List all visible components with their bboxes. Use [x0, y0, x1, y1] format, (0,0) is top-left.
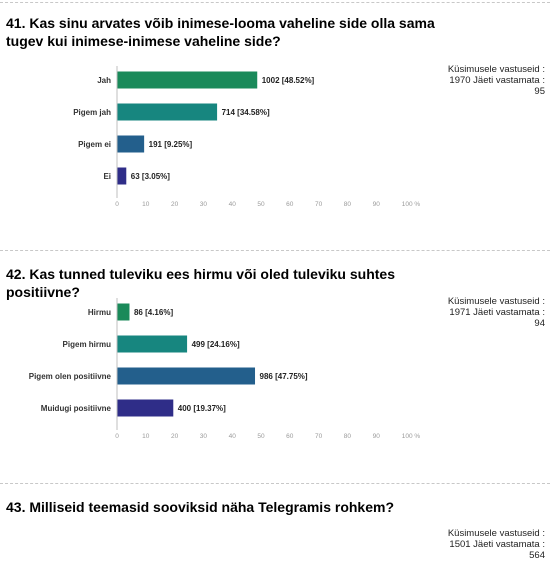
chart-bar — [117, 167, 127, 185]
chart-tick-label: 60 — [286, 201, 294, 208]
question-41-chart: Jah 1002 [48.52%] Pigem jah 714 [34.58%] Pig… — [0, 66, 550, 216]
chart-tick-label: 40 — [229, 433, 237, 440]
divider-42-43 — [0, 483, 550, 484]
chart-tick-label: 20 — [171, 433, 179, 440]
chart-category-label: Pigem hirmu — [63, 340, 112, 349]
chart-tick-label: 50 — [257, 433, 265, 440]
chart-tick-label: 80 — [344, 433, 352, 440]
chart-tick-label: 90 — [373, 433, 381, 440]
chart-tick-label: 10 — [142, 201, 150, 208]
chart-category-label: Muidugi positiivne — [41, 404, 112, 413]
chart-tick-label: 90 — [373, 201, 381, 208]
chart-data-label: 1002 [48.52%] — [262, 76, 315, 85]
chart-tick-label: 10 — [142, 433, 150, 440]
chart-tick-label: 30 — [200, 433, 208, 440]
chart-bar — [117, 71, 258, 89]
chart-data-label: 400 [19.37%] — [178, 404, 226, 413]
chart-category-label: Hirmu — [88, 308, 111, 317]
chart-tick-label: 70 — [315, 201, 323, 208]
chart-tick-label: 30 — [200, 201, 208, 208]
chart-bar — [117, 335, 188, 353]
chart-data-label: 714 [34.58%] — [222, 108, 270, 117]
question-42-chart: Hirmu 86 [4.16%] Pigem hirmu 499 [24.16%] Pi… — [0, 298, 550, 448]
chart-tick-label: 70 — [315, 433, 323, 440]
chart-tick-label: 20 — [171, 201, 179, 208]
chart-tick-label: 100 % — [402, 433, 421, 440]
divider-41-42 — [0, 250, 550, 251]
chart-bar — [117, 303, 130, 321]
question-42-stats: Küsimusele vastuseid : 1971 Jäeti vastam… — [447, 296, 545, 329]
chart-tick-label: 50 — [257, 201, 265, 208]
question-41-stats: Küsimusele vastuseid : 1970 Jäeti vastam… — [447, 64, 545, 97]
chart-data-label: 63 [3.05%] — [131, 172, 170, 181]
question-43-title: 43. Milliseid teemasid sooviksid näha Te… — [6, 499, 394, 515]
chart-data-label: 86 [4.16%] — [134, 308, 173, 317]
chart-tick-label: 0 — [115, 201, 119, 208]
chart-bar — [117, 135, 145, 153]
chart-bar — [117, 103, 218, 121]
chart-category-label: Pigem olen positiivne — [29, 372, 112, 381]
question-43-stats: Küsimusele vastuseid : 1501 Jäeti vastam… — [447, 528, 545, 561]
question-42-title: 42. Kas tunned tuleviku ees hirmu või ol… — [6, 266, 395, 300]
chart-tick-label: 0 — [115, 433, 119, 440]
chart-bar — [117, 367, 256, 385]
chart-tick-label: 100 % — [402, 201, 421, 208]
chart-tick-label: 60 — [286, 433, 294, 440]
chart-data-label: 499 [24.16%] — [192, 340, 240, 349]
chart-bar — [117, 399, 174, 417]
chart-category-label: Ei — [103, 172, 111, 181]
chart-category-label: Pigem ei — [78, 140, 111, 149]
chart-tick-label: 80 — [344, 201, 352, 208]
chart-data-label: 986 [47.75%] — [260, 372, 308, 381]
question-41-title: 41. Kas sinu arvates võib inimese-looma … — [6, 15, 435, 49]
chart-tick-label: 40 — [229, 201, 237, 208]
top-divider — [0, 2, 550, 3]
chart-category-label: Pigem jah — [73, 108, 111, 117]
chart-category-label: Jah — [97, 76, 111, 85]
chart-data-label: 191 [9.25%] — [149, 140, 193, 149]
